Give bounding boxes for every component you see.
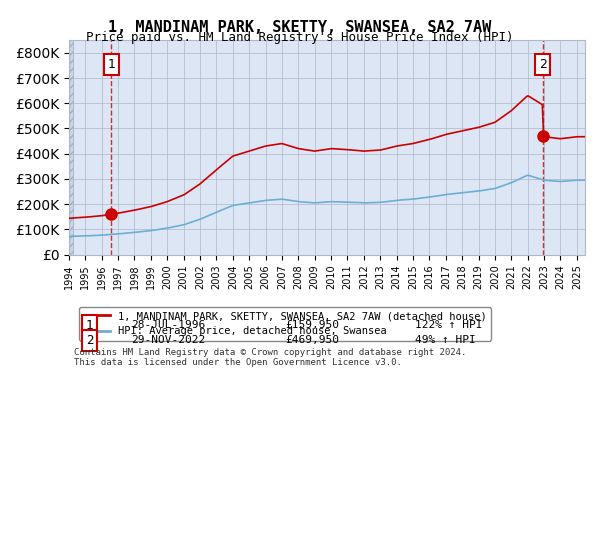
Text: Contains HM Land Registry data © Crown copyright and database right 2024.
This d: Contains HM Land Registry data © Crown c… [74,348,467,367]
Text: Price paid vs. HM Land Registry's House Price Index (HPI): Price paid vs. HM Land Registry's House … [86,31,514,44]
Text: 28-JUL-1996: 28-JUL-1996 [131,320,205,330]
Text: 1, MANDINAM PARK, SKETTY, SWANSEA, SA2 7AW: 1, MANDINAM PARK, SKETTY, SWANSEA, SA2 7… [109,20,491,35]
Text: 29-NOV-2022: 29-NOV-2022 [131,335,205,346]
Bar [69,40,73,255]
Text: £159,950: £159,950 [286,320,340,330]
Text: 1: 1 [86,319,94,332]
Legend: 1, MANDINAM PARK, SKETTY, SWANSEA, SA2 7AW (detached house), HPI: Average price,: 1, MANDINAM PARK, SKETTY, SWANSEA, SA2 7… [79,307,491,340]
Text: 1: 1 [107,58,115,71]
Text: 2: 2 [539,58,547,71]
Text: £469,950: £469,950 [286,335,340,346]
Text: 122% ↑ HPI: 122% ↑ HPI [415,320,482,330]
Text: 49% ↑ HPI: 49% ↑ HPI [415,335,475,346]
Text: 2: 2 [86,334,94,347]
